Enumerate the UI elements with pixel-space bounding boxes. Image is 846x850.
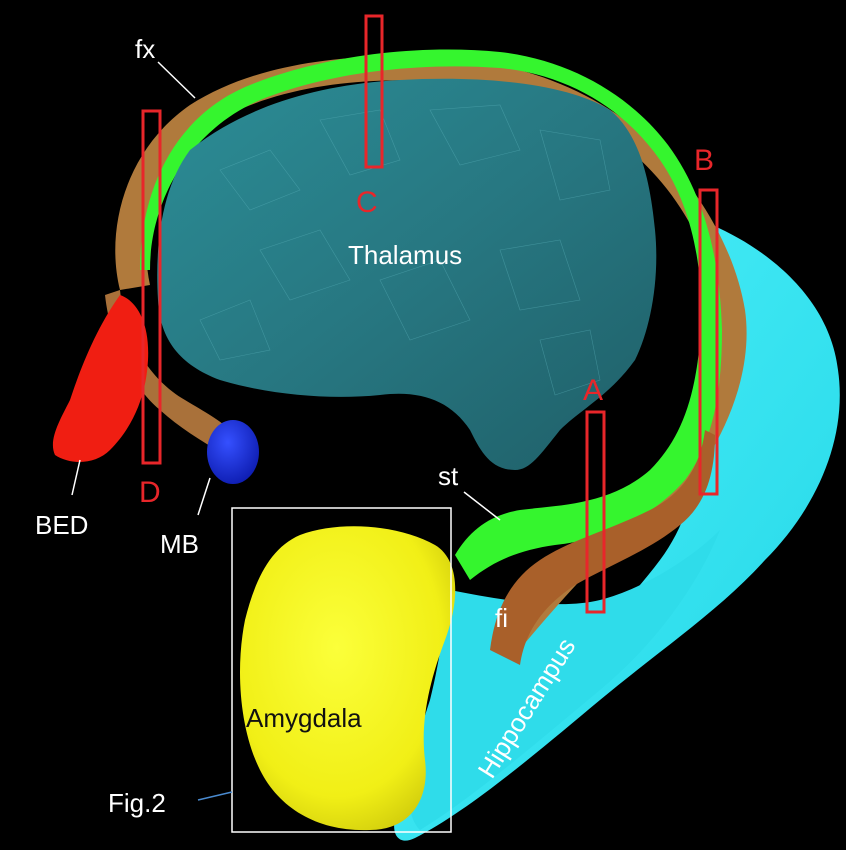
stria-terminalis-leader-line — [463, 491, 501, 521]
fornix-shape — [115, 56, 747, 655]
fornix-leader-line — [157, 61, 196, 99]
section-marker-a-label: A — [583, 374, 603, 407]
section-marker-c-label: C — [356, 186, 378, 219]
thalamus-shape — [157, 78, 657, 470]
bed-leader-line — [71, 459, 81, 496]
fig2-label: Fig.2 — [108, 788, 166, 818]
fornix-label: fx — [135, 34, 155, 64]
hippocampus-body — [409, 530, 720, 830]
thalamus-facets — [199, 104, 611, 396]
mb-leader-line — [197, 477, 211, 516]
stria-terminalis-label: st — [438, 461, 459, 491]
mammillary-body-label: MB — [160, 529, 199, 559]
section-marker-b-label: B — [694, 144, 714, 177]
section-marker-a-box — [585, 410, 606, 614]
thalamus-label: Thalamus — [348, 240, 462, 270]
amygdala-shape — [240, 526, 456, 831]
fig2-leader-line — [197, 791, 233, 801]
bed-nucleus-label: BED — [35, 510, 88, 540]
section-marker-c-box — [364, 14, 384, 169]
section-marker-d-label: D — [139, 476, 161, 509]
bed-nucleus-shape — [52, 295, 149, 462]
section-marker-d-box — [141, 109, 162, 465]
amygdala-label: Amygdala — [246, 703, 362, 733]
fig2-inset-frame — [231, 507, 452, 833]
fimbria-label: fi — [495, 603, 508, 633]
section-marker-b-box — [698, 188, 719, 496]
fornix-column — [105, 290, 232, 452]
mammillary-body-shape — [207, 420, 259, 484]
